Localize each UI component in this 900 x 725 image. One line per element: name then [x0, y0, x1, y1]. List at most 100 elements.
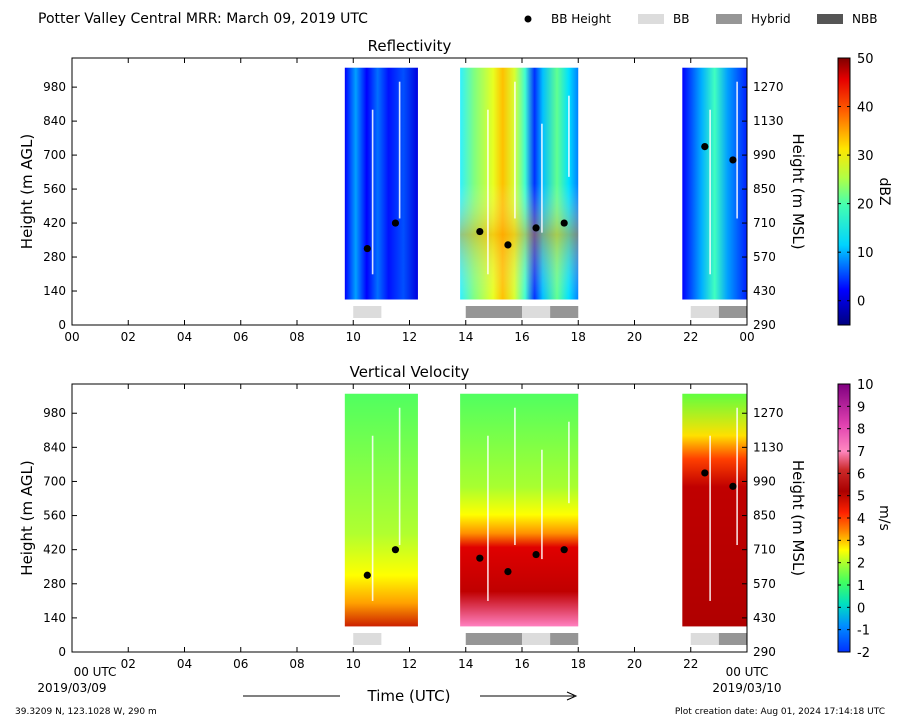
y-tick-label: 840 — [43, 440, 66, 454]
echo-gap — [487, 435, 489, 601]
y-tick-label: 420 — [43, 216, 66, 230]
bb-height-point — [476, 227, 484, 236]
y-tick-right-label: 710 — [753, 216, 776, 230]
x-tick-label: 14 — [458, 657, 473, 671]
y-tick-label: 420 — [43, 543, 66, 557]
colorbar-tick-label: 6 — [857, 467, 865, 482]
y-tick-label: 280 — [43, 250, 66, 264]
y-tick-label: 980 — [43, 80, 66, 94]
bb-height-point — [701, 469, 709, 477]
colorbar-tick-label: 5 — [857, 490, 865, 505]
colorbar-tick-label: -2 — [857, 646, 870, 661]
bb-type-segment — [690, 306, 719, 318]
echo-gap — [736, 81, 738, 219]
legend-marker-bb-height — [524, 15, 532, 23]
y-tick-right-label: 430 — [753, 284, 776, 298]
x-tick-label: 04 — [177, 657, 192, 671]
x-tick-label: 08 — [289, 657, 304, 671]
x-tick-label: 10 — [346, 657, 361, 671]
colorbar — [837, 57, 851, 326]
colorbar-tick-label: 2 — [857, 557, 865, 572]
x-tick-label: 18 — [571, 330, 586, 344]
x-tick-label: 02 — [121, 657, 136, 671]
y-tick-right-label: 990 — [753, 474, 776, 488]
echo-gap — [371, 435, 374, 601]
colorbar-tick-label: 50 — [857, 52, 874, 67]
colorbar-label: m/s — [876, 505, 892, 531]
legend-swatch-nbb — [817, 14, 843, 24]
echo-gap — [541, 123, 543, 233]
echo-block — [344, 67, 418, 300]
x-tick-label: 08 — [289, 330, 304, 344]
bb-type-segment — [465, 633, 522, 645]
y-tick-right-label: 430 — [753, 611, 776, 625]
bb-type-segment — [353, 306, 382, 318]
x-tick-label: 12 — [402, 657, 417, 671]
legend-label-bb-height: BB Height — [551, 12, 611, 26]
echo-gap — [371, 109, 374, 275]
x-end-date: 2019/03/10 — [712, 681, 781, 695]
y-tick-label: 140 — [43, 284, 66, 298]
colorbar-tick-label: 20 — [857, 198, 874, 213]
y-tick-right-label: 290 — [753, 318, 776, 332]
panel-title: Vertical Velocity — [350, 363, 470, 381]
colorbar-tick-label: 8 — [857, 423, 865, 438]
echo-gap — [514, 407, 516, 546]
y-tick-right-label: 710 — [753, 543, 776, 557]
echo-gap — [568, 421, 570, 504]
x-tick-label: 22 — [683, 657, 698, 671]
legend-label-hybrid: Hybrid — [751, 12, 791, 26]
y-tick-label: 140 — [43, 611, 66, 625]
bb-height-point — [363, 571, 371, 579]
bb-height-point — [363, 244, 371, 253]
x-tick-label: 20 — [627, 330, 642, 344]
colorbar-tick-label: 10 — [857, 378, 874, 393]
x-tick-label: 18 — [571, 657, 586, 671]
echo-gap — [398, 81, 401, 219]
colorbar-label: dBZ — [876, 177, 892, 205]
echo-block — [344, 393, 418, 627]
x-tick-label: 12 — [402, 330, 417, 344]
echo-enhancement — [460, 67, 579, 300]
colorbar-tick-label: 7 — [857, 445, 865, 460]
y-tick-label: 0 — [58, 645, 66, 659]
panel-title: Reflectivity — [368, 37, 452, 55]
y-tick-right-label: 570 — [753, 577, 776, 591]
bb-height-point — [504, 568, 512, 576]
y-tick-right-label: 1130 — [753, 114, 784, 128]
y-tick-label: 280 — [43, 577, 66, 591]
y-tick-right-label: 990 — [753, 148, 776, 162]
echo-gap — [487, 109, 489, 275]
bb-height-point — [532, 224, 540, 232]
y-tick-label: 700 — [43, 474, 66, 488]
echo-block — [460, 393, 579, 627]
x-tick-label: 14 — [458, 330, 473, 344]
colorbar-tick-label: 4 — [857, 512, 865, 527]
bb-height-point — [504, 241, 512, 249]
y-axis-label-right: Height (m MSL) — [789, 133, 807, 249]
echo-field — [344, 393, 747, 627]
bb-height-point — [391, 546, 400, 554]
x-tick-label: 06 — [233, 330, 248, 344]
x-tick-label: 00 — [739, 330, 754, 344]
echo-gap — [398, 407, 401, 546]
y-tick-right-label: 290 — [753, 645, 776, 659]
y-tick-right-label: 1130 — [753, 440, 784, 454]
bb-type-segment — [550, 633, 579, 645]
bb-type-segment — [465, 306, 522, 318]
bb-type-segment — [522, 633, 551, 645]
bb-type-segment — [718, 306, 747, 318]
x-tick-label: 16 — [514, 330, 529, 344]
x-tick-label: 16 — [514, 657, 529, 671]
y-tick-label: 560 — [43, 509, 66, 523]
x-end-tick-label: 00 UTC — [726, 665, 769, 679]
x-tick-label: 00 — [64, 330, 79, 344]
echo-field — [344, 67, 747, 300]
colorbar-tick-label: 0 — [857, 295, 865, 310]
bb-type-segment — [353, 633, 382, 645]
bb-height-point — [701, 142, 709, 151]
echo-gap — [709, 435, 711, 601]
y-tick-label: 980 — [43, 406, 66, 420]
legend-swatch-hybrid — [716, 14, 742, 24]
